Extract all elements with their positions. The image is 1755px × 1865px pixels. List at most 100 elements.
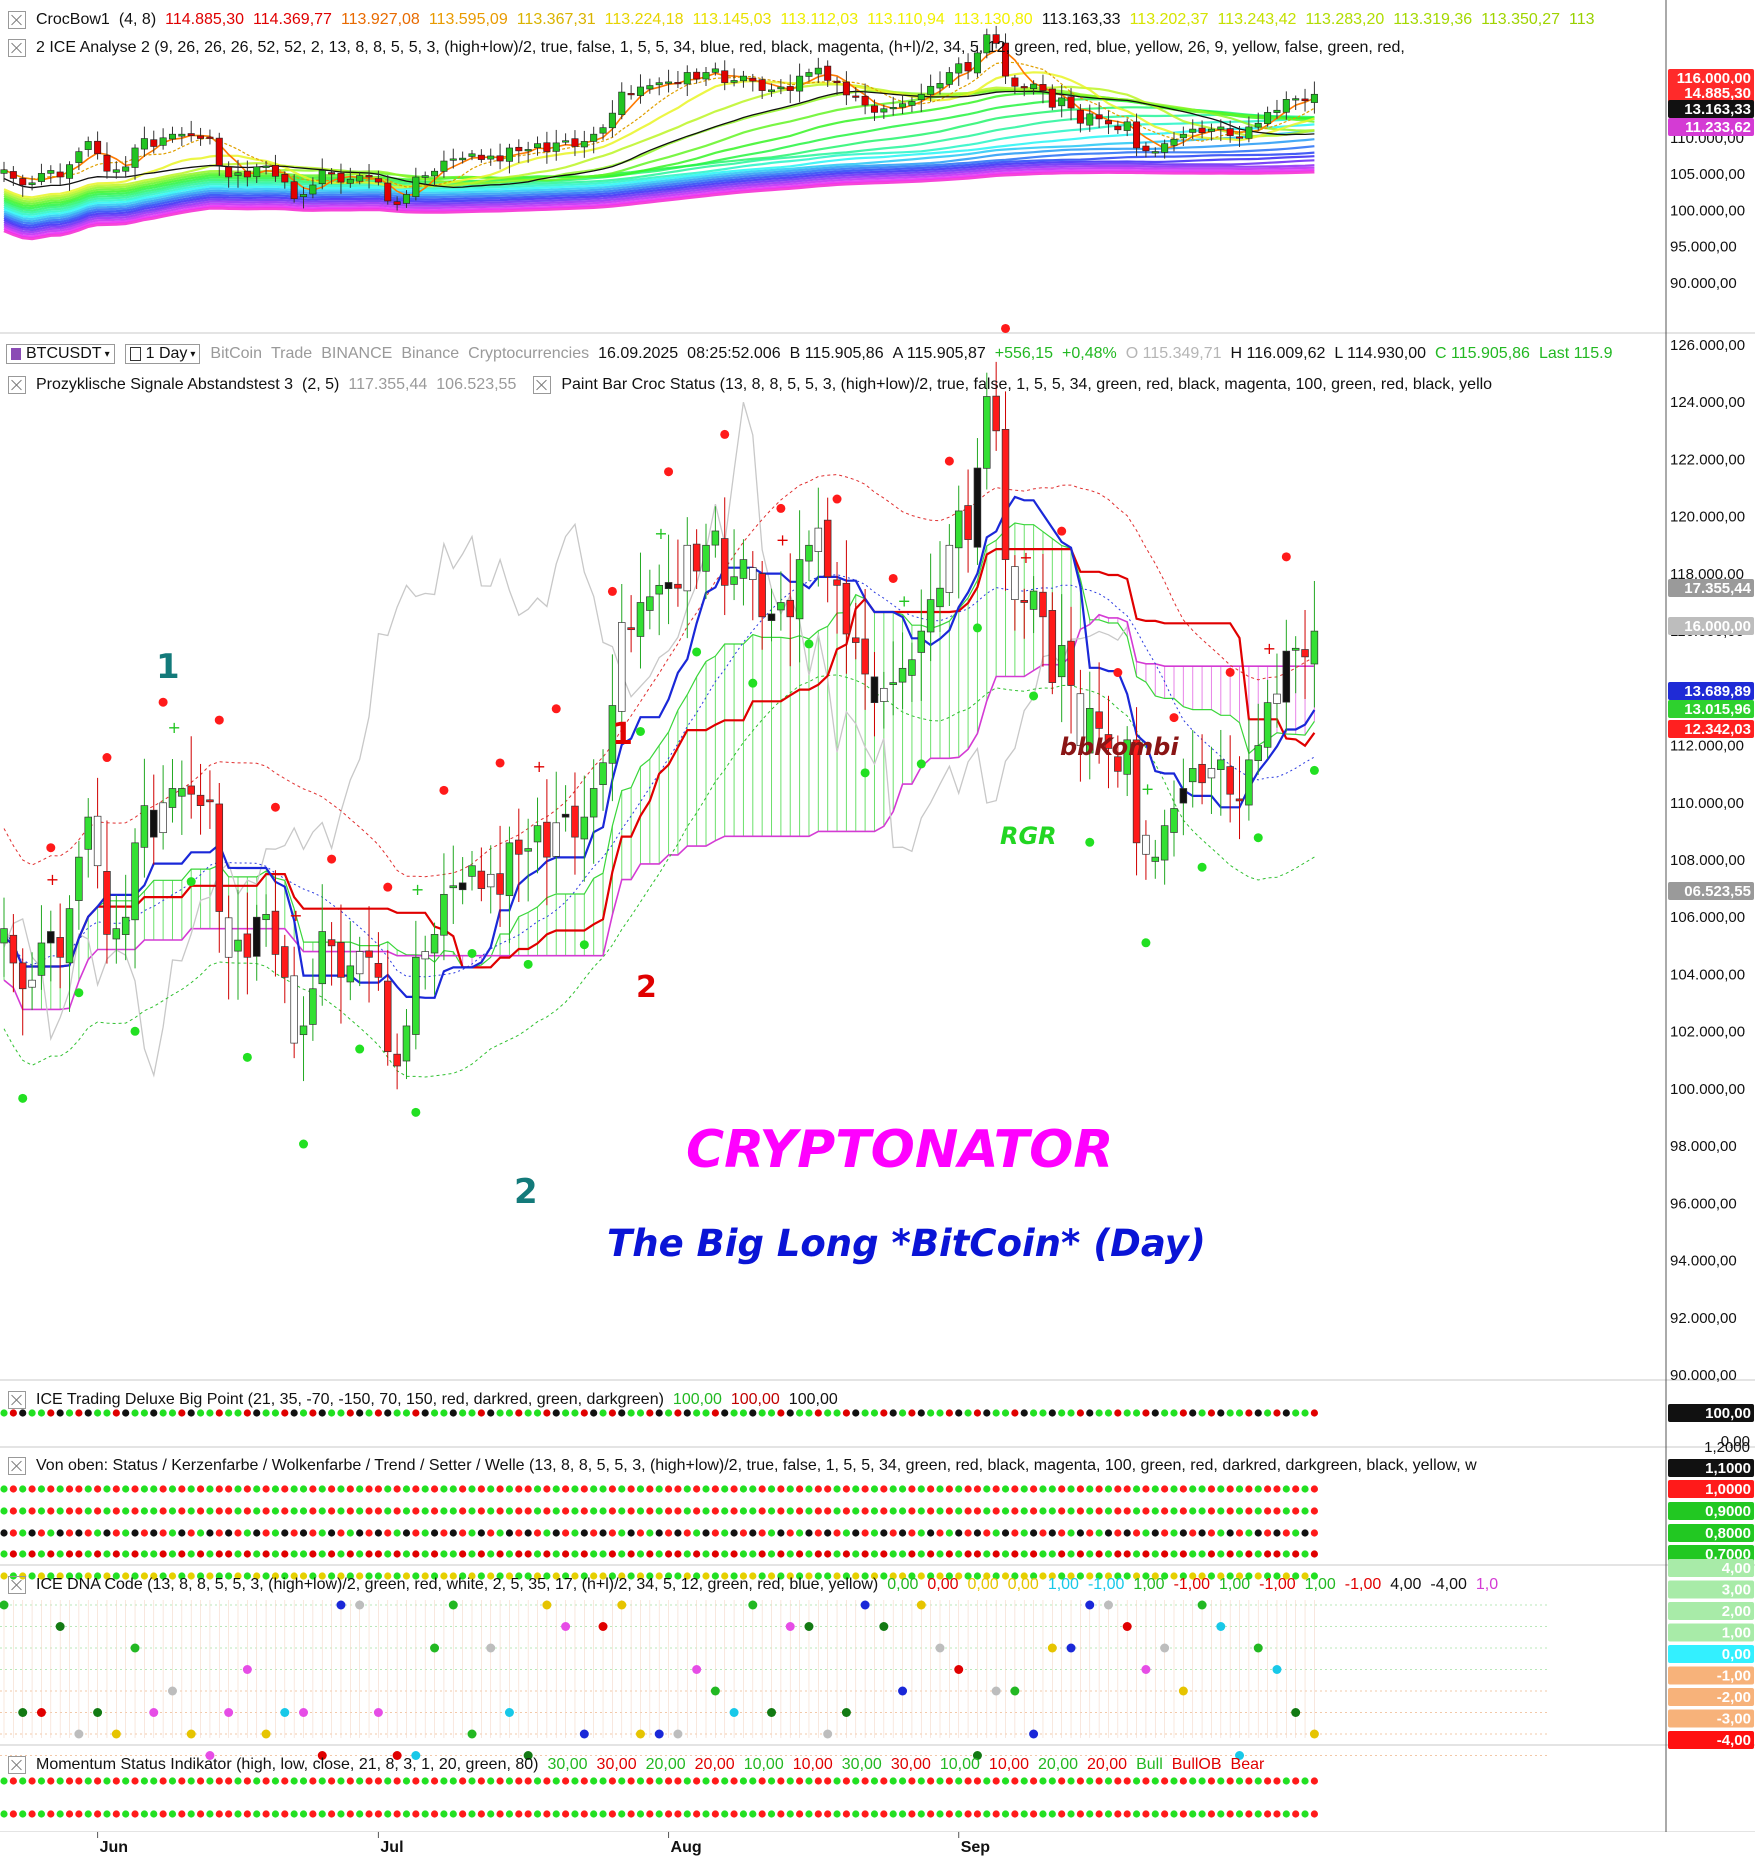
status-dot bbox=[796, 1777, 804, 1785]
status-dot bbox=[552, 1810, 560, 1818]
status-dot bbox=[393, 1409, 401, 1417]
status-dot bbox=[562, 1485, 570, 1493]
change-pct: +0,48% bbox=[1062, 345, 1117, 362]
status-dot bbox=[515, 1409, 523, 1417]
status-dot bbox=[814, 1550, 822, 1558]
status-dot bbox=[309, 1810, 317, 1818]
p1-candle-body bbox=[468, 153, 476, 157]
candle-body bbox=[739, 559, 748, 579]
status-dot bbox=[356, 1529, 364, 1537]
ind2-badge: 1,0000 bbox=[1705, 1481, 1751, 1498]
status-dot bbox=[824, 1550, 832, 1558]
status-dot bbox=[515, 1529, 523, 1537]
signal-dot bbox=[635, 726, 645, 736]
status-dot bbox=[1058, 1810, 1066, 1818]
status-dot bbox=[1011, 1409, 1019, 1417]
status-dot bbox=[636, 1550, 645, 1558]
status-dot bbox=[225, 1810, 233, 1818]
status-dot bbox=[552, 1409, 560, 1417]
status-dot bbox=[243, 1572, 251, 1580]
status-dot bbox=[65, 1777, 74, 1785]
status-dot bbox=[459, 1810, 467, 1818]
p1-candle-body bbox=[833, 80, 841, 84]
status-dot bbox=[552, 1572, 560, 1580]
close-icon[interactable] bbox=[8, 11, 26, 29]
status-dot bbox=[168, 1529, 177, 1537]
status-dot bbox=[290, 1485, 298, 1493]
candle-body bbox=[215, 803, 224, 912]
close-icon[interactable] bbox=[8, 39, 26, 57]
p1-candle-body bbox=[1048, 88, 1056, 108]
crocbow-value: 113.202,37 bbox=[1129, 11, 1209, 28]
p1-candle-body bbox=[281, 173, 289, 183]
status-dot bbox=[281, 1550, 289, 1558]
signal-dot bbox=[972, 623, 982, 633]
candle-body bbox=[1067, 640, 1075, 686]
status-dot bbox=[215, 1485, 223, 1493]
dna-dot bbox=[411, 1751, 421, 1760]
status-dot bbox=[393, 1507, 401, 1515]
rgr-label: RGR bbox=[1000, 822, 1057, 850]
p1-candle-body bbox=[983, 34, 991, 54]
p1-candle-body bbox=[1292, 98, 1300, 101]
status-dot bbox=[1207, 1572, 1216, 1580]
p1-candle-body bbox=[374, 178, 382, 183]
p1-candle-body bbox=[814, 67, 822, 75]
status-dot bbox=[505, 1485, 514, 1493]
status-dot bbox=[908, 1485, 916, 1493]
close-icon[interactable] bbox=[8, 1756, 26, 1774]
status-dot bbox=[196, 1777, 205, 1785]
status-dot bbox=[103, 1550, 111, 1558]
status-dot bbox=[449, 1572, 457, 1580]
status-dot bbox=[796, 1485, 804, 1493]
status-dot bbox=[1245, 1777, 1253, 1785]
status-dot bbox=[421, 1550, 429, 1558]
status-dot bbox=[290, 1507, 298, 1515]
status-dot bbox=[693, 1529, 701, 1537]
close-icon[interactable] bbox=[8, 1576, 26, 1594]
status-dot bbox=[1104, 1485, 1113, 1493]
status-dot bbox=[936, 1572, 944, 1580]
p1-candle-body bbox=[215, 137, 223, 166]
status-dot bbox=[122, 1810, 130, 1818]
status-dot bbox=[412, 1810, 420, 1818]
period-selector[interactable]: 1 Day ▾ bbox=[124, 344, 201, 364]
status-dot bbox=[1151, 1572, 1159, 1580]
status-dot bbox=[122, 1409, 130, 1417]
status-dot bbox=[56, 1572, 64, 1580]
status-dot bbox=[1226, 1507, 1234, 1515]
status-dot bbox=[636, 1507, 645, 1515]
status-dot bbox=[253, 1550, 261, 1558]
dna-dot bbox=[1103, 1600, 1113, 1610]
status-dot bbox=[393, 1485, 401, 1493]
status-dot bbox=[908, 1550, 916, 1558]
rainbow-band bbox=[3, 98, 1315, 210]
close-icon[interactable] bbox=[8, 376, 26, 394]
status-dot bbox=[1161, 1777, 1169, 1785]
status-dot bbox=[309, 1572, 317, 1580]
status-dot bbox=[674, 1485, 682, 1493]
status-dot bbox=[927, 1572, 935, 1580]
status-dot bbox=[1273, 1572, 1281, 1580]
status-dot bbox=[1235, 1810, 1244, 1818]
close-icon[interactable] bbox=[8, 1391, 26, 1409]
status-dot bbox=[721, 1507, 729, 1515]
p1-candle-body bbox=[1011, 77, 1019, 87]
time-axis-label: Jun bbox=[100, 1839, 128, 1856]
close-icon[interactable] bbox=[8, 1457, 26, 1475]
status-dot bbox=[103, 1529, 111, 1537]
status-dot bbox=[356, 1485, 364, 1493]
status-dot bbox=[47, 1409, 55, 1417]
status-dot bbox=[468, 1409, 476, 1417]
close-icon[interactable] bbox=[533, 376, 552, 394]
p1-candle-body bbox=[749, 77, 757, 82]
status-dot bbox=[1226, 1550, 1234, 1558]
dna-dot bbox=[261, 1729, 271, 1739]
p1-candle-body bbox=[37, 173, 45, 182]
close-price: C 115.905,86 bbox=[1435, 345, 1530, 362]
symbol-selector[interactable]: BTCUSDT ▾ bbox=[6, 344, 115, 364]
status-dot bbox=[964, 1529, 972, 1537]
status-dot bbox=[1076, 1810, 1084, 1818]
status-dot bbox=[1104, 1409, 1113, 1417]
